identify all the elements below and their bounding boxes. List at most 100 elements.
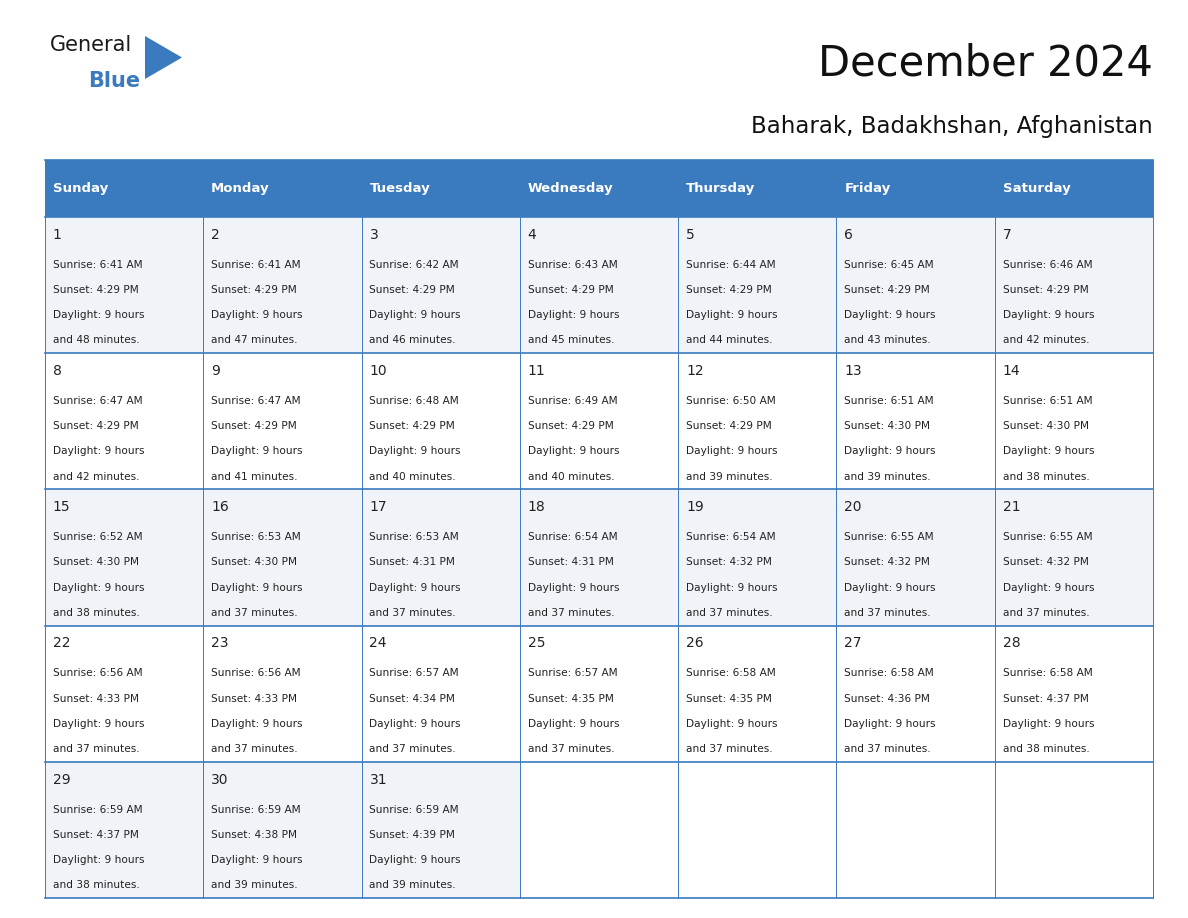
Text: and 43 minutes.: and 43 minutes. bbox=[845, 335, 931, 345]
Text: Sunrise: 6:51 AM: Sunrise: 6:51 AM bbox=[845, 396, 934, 406]
Text: Sunrise: 6:51 AM: Sunrise: 6:51 AM bbox=[1003, 396, 1092, 406]
Text: Sunrise: 6:45 AM: Sunrise: 6:45 AM bbox=[845, 260, 934, 270]
Text: Sunset: 4:30 PM: Sunset: 4:30 PM bbox=[1003, 421, 1088, 431]
Text: 30: 30 bbox=[211, 773, 229, 787]
Text: Daylight: 9 hours: Daylight: 9 hours bbox=[527, 583, 619, 593]
Text: December 2024: December 2024 bbox=[819, 43, 1154, 85]
Text: Sunrise: 6:54 AM: Sunrise: 6:54 AM bbox=[527, 532, 618, 543]
Text: and 37 minutes.: and 37 minutes. bbox=[369, 608, 456, 618]
Text: Sunset: 4:39 PM: Sunset: 4:39 PM bbox=[369, 830, 455, 840]
Bar bbox=[45, 762, 203, 898]
Text: Daylight: 9 hours: Daylight: 9 hours bbox=[1003, 446, 1094, 456]
Text: Daylight: 9 hours: Daylight: 9 hours bbox=[211, 446, 303, 456]
Text: Daylight: 9 hours: Daylight: 9 hours bbox=[1003, 583, 1094, 593]
Text: Sunset: 4:29 PM: Sunset: 4:29 PM bbox=[685, 421, 772, 431]
Text: and 38 minutes.: and 38 minutes. bbox=[1003, 744, 1089, 754]
Text: 27: 27 bbox=[845, 636, 861, 651]
Text: Daylight: 9 hours: Daylight: 9 hours bbox=[845, 310, 936, 320]
Text: Daylight: 9 hours: Daylight: 9 hours bbox=[369, 583, 461, 593]
Text: Daylight: 9 hours: Daylight: 9 hours bbox=[211, 310, 303, 320]
Text: 2: 2 bbox=[211, 228, 220, 241]
Text: Daylight: 9 hours: Daylight: 9 hours bbox=[1003, 310, 1094, 320]
Text: Daylight: 9 hours: Daylight: 9 hours bbox=[845, 446, 936, 456]
Text: Sunset: 4:37 PM: Sunset: 4:37 PM bbox=[1003, 694, 1088, 704]
Text: Sunset: 4:29 PM: Sunset: 4:29 PM bbox=[685, 285, 772, 295]
Text: Daylight: 9 hours: Daylight: 9 hours bbox=[369, 446, 461, 456]
Text: Sunrise: 6:55 AM: Sunrise: 6:55 AM bbox=[845, 532, 934, 543]
Text: 13: 13 bbox=[845, 364, 862, 378]
Text: Sunrise: 6:43 AM: Sunrise: 6:43 AM bbox=[527, 260, 618, 270]
Bar bbox=[203, 762, 361, 898]
Text: 7: 7 bbox=[1003, 228, 1011, 241]
Text: Daylight: 9 hours: Daylight: 9 hours bbox=[527, 446, 619, 456]
Text: 10: 10 bbox=[369, 364, 387, 378]
Text: and 45 minutes.: and 45 minutes. bbox=[527, 335, 614, 345]
Text: 12: 12 bbox=[685, 364, 703, 378]
Text: Sunrise: 6:56 AM: Sunrise: 6:56 AM bbox=[211, 668, 301, 678]
Bar bbox=[203, 160, 361, 217]
Text: Saturday: Saturday bbox=[1003, 182, 1070, 195]
Text: Sunrise: 6:44 AM: Sunrise: 6:44 AM bbox=[685, 260, 776, 270]
Text: Daylight: 9 hours: Daylight: 9 hours bbox=[369, 855, 461, 865]
Text: 31: 31 bbox=[369, 773, 387, 787]
Bar bbox=[361, 353, 520, 489]
Text: Daylight: 9 hours: Daylight: 9 hours bbox=[211, 583, 303, 593]
Text: and 37 minutes.: and 37 minutes. bbox=[527, 744, 614, 754]
Text: 4: 4 bbox=[527, 228, 537, 241]
Text: Daylight: 9 hours: Daylight: 9 hours bbox=[1003, 719, 1094, 729]
Text: and 42 minutes.: and 42 minutes. bbox=[53, 472, 139, 482]
Bar bbox=[678, 489, 836, 625]
Text: Sunrise: 6:50 AM: Sunrise: 6:50 AM bbox=[685, 396, 776, 406]
Text: and 37 minutes.: and 37 minutes. bbox=[685, 608, 772, 618]
Text: 17: 17 bbox=[369, 500, 387, 514]
Text: Thursday: Thursday bbox=[685, 182, 756, 195]
Text: Daylight: 9 hours: Daylight: 9 hours bbox=[685, 719, 778, 729]
Text: and 37 minutes.: and 37 minutes. bbox=[369, 744, 456, 754]
Text: and 39 minutes.: and 39 minutes. bbox=[845, 472, 931, 482]
Text: Sunset: 4:29 PM: Sunset: 4:29 PM bbox=[369, 421, 455, 431]
Text: Sunrise: 6:59 AM: Sunrise: 6:59 AM bbox=[211, 805, 301, 814]
Text: Daylight: 9 hours: Daylight: 9 hours bbox=[845, 719, 936, 729]
Text: Sunset: 4:30 PM: Sunset: 4:30 PM bbox=[211, 557, 297, 567]
Bar bbox=[678, 160, 836, 217]
Text: Sunrise: 6:57 AM: Sunrise: 6:57 AM bbox=[369, 668, 459, 678]
Text: Sunrise: 6:52 AM: Sunrise: 6:52 AM bbox=[53, 532, 143, 543]
Text: and 44 minutes.: and 44 minutes. bbox=[685, 335, 772, 345]
Bar bbox=[994, 353, 1154, 489]
Bar bbox=[45, 217, 203, 353]
Text: Sunset: 4:29 PM: Sunset: 4:29 PM bbox=[369, 285, 455, 295]
Text: and 37 minutes.: and 37 minutes. bbox=[1003, 608, 1089, 618]
Text: Blue: Blue bbox=[88, 71, 140, 91]
Bar bbox=[203, 625, 361, 762]
Text: Monday: Monday bbox=[211, 182, 270, 195]
Bar bbox=[836, 160, 994, 217]
Text: and 40 minutes.: and 40 minutes. bbox=[527, 472, 614, 482]
Polygon shape bbox=[145, 36, 182, 79]
Text: and 37 minutes.: and 37 minutes. bbox=[53, 744, 139, 754]
Text: Sunset: 4:29 PM: Sunset: 4:29 PM bbox=[527, 285, 613, 295]
Text: Baharak, Badakhshan, Afghanistan: Baharak, Badakhshan, Afghanistan bbox=[751, 115, 1154, 138]
Text: 20: 20 bbox=[845, 500, 861, 514]
Text: Sunset: 4:32 PM: Sunset: 4:32 PM bbox=[1003, 557, 1088, 567]
Bar bbox=[45, 489, 203, 625]
Text: 6: 6 bbox=[845, 228, 853, 241]
Text: Sunset: 4:34 PM: Sunset: 4:34 PM bbox=[369, 694, 455, 704]
Bar bbox=[45, 353, 203, 489]
Text: and 37 minutes.: and 37 minutes. bbox=[211, 608, 298, 618]
Bar bbox=[361, 762, 520, 898]
Text: Sunrise: 6:47 AM: Sunrise: 6:47 AM bbox=[211, 396, 301, 406]
Text: Sunrise: 6:58 AM: Sunrise: 6:58 AM bbox=[1003, 668, 1093, 678]
Bar bbox=[361, 217, 520, 353]
Text: Sunset: 4:36 PM: Sunset: 4:36 PM bbox=[845, 694, 930, 704]
Text: Daylight: 9 hours: Daylight: 9 hours bbox=[53, 583, 145, 593]
Text: Sunset: 4:29 PM: Sunset: 4:29 PM bbox=[1003, 285, 1088, 295]
Text: and 39 minutes.: and 39 minutes. bbox=[369, 880, 456, 890]
Text: 15: 15 bbox=[53, 500, 70, 514]
Text: Sunrise: 6:58 AM: Sunrise: 6:58 AM bbox=[845, 668, 934, 678]
Text: Sunrise: 6:41 AM: Sunrise: 6:41 AM bbox=[211, 260, 301, 270]
Text: 24: 24 bbox=[369, 636, 387, 651]
Bar bbox=[994, 217, 1154, 353]
Text: Daylight: 9 hours: Daylight: 9 hours bbox=[527, 310, 619, 320]
Text: and 38 minutes.: and 38 minutes. bbox=[1003, 472, 1089, 482]
Text: and 37 minutes.: and 37 minutes. bbox=[685, 744, 772, 754]
